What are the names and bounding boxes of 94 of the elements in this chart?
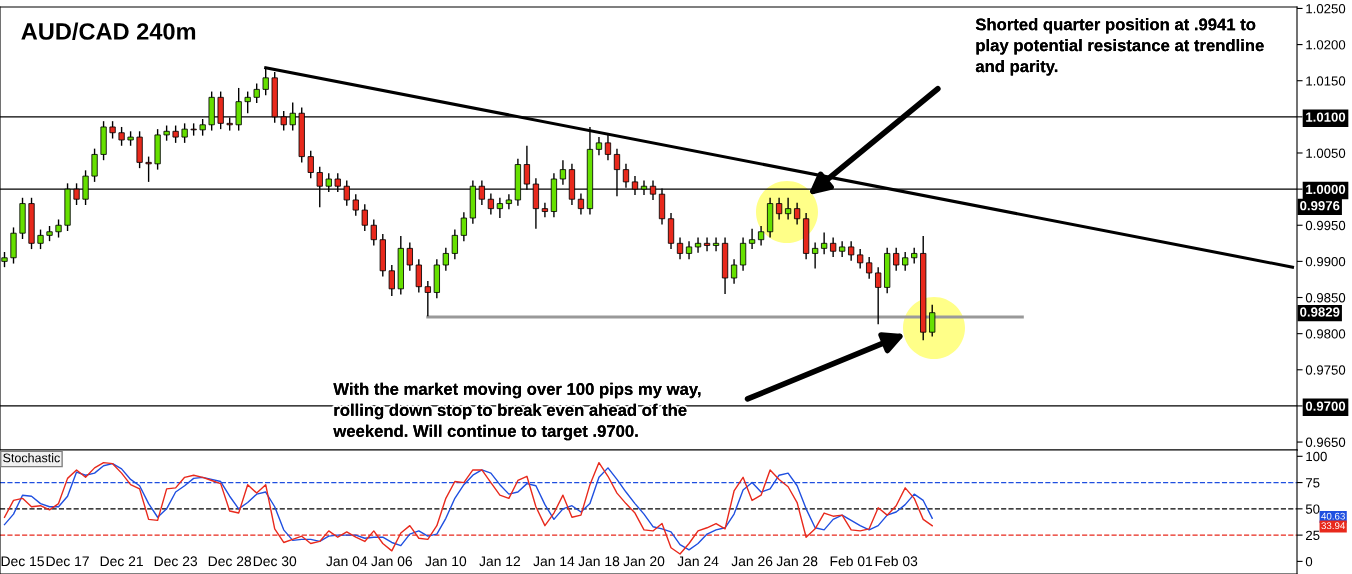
y-tick-label: 0.9700 <box>1305 401 1346 411</box>
candlestick <box>487 192 494 216</box>
candlestick <box>875 266 882 325</box>
candlestick <box>676 236 684 260</box>
annotation: Shorted quarter position at .9941 to play potential resistance at trendline and parity. <box>975 18 1264 76</box>
x-tick-label: Jan 14 <box>533 556 575 567</box>
candlestick <box>730 258 738 285</box>
x-tick-label: Jan 04 <box>326 556 368 567</box>
candlestick <box>91 147 98 183</box>
candlestick <box>370 218 377 247</box>
x-tick-label: Jan 06 <box>371 556 413 567</box>
text: 33.94 <box>1321 522 1346 530</box>
x-tick-label: Dec 30 <box>253 556 297 567</box>
candlestick <box>496 197 504 219</box>
y-tick-label: 1.0050 <box>1306 148 1346 158</box>
candlestick <box>388 264 395 297</box>
y-tick-label: 1.0250 <box>1306 4 1346 14</box>
y-tick-label: 0.9950 <box>1305 220 1346 231</box>
candlestick <box>595 136 603 156</box>
candlestick <box>793 202 801 226</box>
x-tick-label: Dec 21 <box>100 556 143 567</box>
x-tick-label: Dec 15 <box>1 556 44 567</box>
candlestick <box>424 280 431 318</box>
annotation: With the market moving over 100 pips my way, rolling down stop to break even ahead of the weekend. Will continue to target .9700. <box>333 382 701 441</box>
candlestick <box>929 304 936 338</box>
candlestick <box>118 126 125 147</box>
text: 40.63 <box>1321 512 1345 520</box>
text: AUD/CAD 240m <box>21 22 196 41</box>
candlestick <box>415 258 422 294</box>
chart-title: Stochastic <box>3 453 60 463</box>
x-tick-label: Jan 12 <box>479 556 521 567</box>
x-tick-label: Jan 28 <box>776 556 818 567</box>
candlestick <box>181 122 188 144</box>
x-tick-label: Dec 23 <box>154 556 198 567</box>
candlestick <box>821 231 828 255</box>
candlestick <box>460 211 467 242</box>
y-tick-label: 0.9900 <box>1305 256 1346 267</box>
candlestick <box>361 203 368 232</box>
candlestick <box>694 236 702 254</box>
y-tick-label: 0.9800 <box>1305 329 1346 339</box>
candlestick <box>307 150 314 179</box>
candlestick <box>902 251 909 272</box>
candlestick <box>244 90 251 114</box>
candlestick <box>604 134 612 161</box>
y-tick-label: 1.0150 <box>1306 76 1346 86</box>
y-tick-label: 50 <box>1305 504 1320 514</box>
candlestick <box>577 192 585 216</box>
x-tick-label: Jan 10 <box>425 556 467 567</box>
candlestick <box>848 240 855 262</box>
y-tick-label: 0.9650 <box>1305 437 1346 447</box>
text: 0.9829 <box>1300 307 1340 317</box>
candlestick <box>352 193 359 217</box>
text: 0.9976 <box>1300 200 1340 211</box>
candlestick <box>253 82 260 104</box>
x-tick-label: Feb 03 <box>875 555 918 567</box>
candlestick <box>55 218 62 239</box>
x-tick-label: Dec 17 <box>46 556 89 567</box>
candlestick <box>812 241 819 270</box>
candlestick <box>739 236 747 272</box>
candlestick <box>866 256 873 280</box>
candlestick <box>451 228 458 260</box>
x-tick-label: Jan 20 <box>623 556 665 567</box>
candlestick <box>839 240 846 258</box>
x-tick-label: Dec 28 <box>208 556 252 567</box>
candlestick <box>775 197 783 221</box>
candlestick <box>893 246 900 272</box>
candlestick <box>712 236 720 252</box>
x-tick-label: Jan 18 <box>578 556 620 567</box>
y-tick-label: 0.9850 <box>1305 293 1346 303</box>
candlestick <box>505 193 513 211</box>
candlestick <box>748 228 756 250</box>
y-tick-label: 100 <box>1306 451 1327 462</box>
x-tick-label: Jan 26 <box>731 556 773 567</box>
x-tick-label: Jan 24 <box>677 556 719 567</box>
candlestick <box>406 241 413 272</box>
candlestick <box>541 202 549 218</box>
y-tick-label: 0 <box>1305 556 1313 567</box>
candlestick <box>857 248 864 270</box>
y-tick-label: 25 <box>1306 530 1320 541</box>
x-tick-label: Feb 01 <box>830 555 873 567</box>
y-tick-label: 75 <box>1306 478 1320 488</box>
candlestick <box>703 236 711 252</box>
candlestick <box>37 228 44 250</box>
candlestick <box>559 159 567 186</box>
candlestick <box>757 225 765 247</box>
y-tick-label: 0.9750 <box>1305 365 1346 375</box>
candlestick <box>685 240 693 260</box>
y-tick-label: 1.0200 <box>1306 40 1346 50</box>
y-tick-label: 1.0100 <box>1306 112 1346 122</box>
candlestick <box>830 236 837 258</box>
candlestick <box>442 246 449 272</box>
candlestick <box>784 197 792 221</box>
candlestick <box>145 155 152 183</box>
y-tick-label: 1.0000 <box>1306 184 1346 195</box>
